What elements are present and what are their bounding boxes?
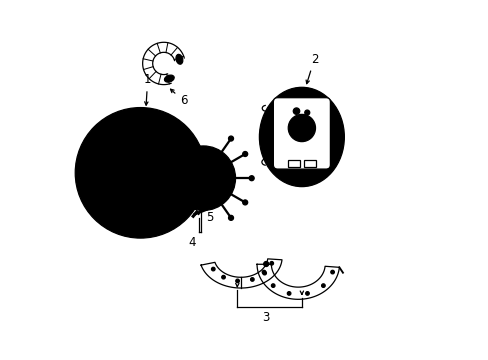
- Bar: [287, 159, 299, 167]
- Ellipse shape: [130, 161, 150, 184]
- Circle shape: [228, 215, 233, 220]
- FancyBboxPatch shape: [273, 98, 330, 169]
- Ellipse shape: [261, 89, 342, 184]
- Text: 4: 4: [188, 237, 196, 249]
- Circle shape: [86, 119, 194, 226]
- Circle shape: [271, 284, 274, 287]
- Circle shape: [242, 152, 247, 157]
- Bar: [304, 159, 315, 167]
- Circle shape: [321, 284, 325, 287]
- Circle shape: [117, 195, 122, 200]
- Circle shape: [117, 149, 163, 196]
- Circle shape: [159, 195, 163, 200]
- Circle shape: [133, 166, 147, 180]
- Text: 2: 2: [305, 53, 318, 84]
- Circle shape: [242, 200, 247, 205]
- Circle shape: [110, 154, 115, 159]
- Circle shape: [75, 108, 205, 238]
- Text: 3: 3: [262, 311, 269, 324]
- Circle shape: [305, 292, 308, 295]
- Circle shape: [235, 279, 239, 283]
- Ellipse shape: [259, 87, 344, 186]
- Ellipse shape: [164, 75, 174, 82]
- Circle shape: [249, 176, 254, 181]
- Text: 6: 6: [170, 89, 187, 107]
- Circle shape: [149, 140, 154, 145]
- Ellipse shape: [176, 54, 183, 64]
- Circle shape: [211, 267, 215, 271]
- Circle shape: [217, 192, 222, 197]
- Circle shape: [287, 292, 290, 295]
- Circle shape: [250, 278, 254, 281]
- Text: 5: 5: [205, 211, 213, 224]
- Polygon shape: [201, 259, 282, 288]
- Circle shape: [262, 270, 265, 274]
- Circle shape: [304, 110, 309, 115]
- Polygon shape: [257, 264, 339, 299]
- Ellipse shape: [127, 157, 154, 189]
- Circle shape: [184, 192, 189, 197]
- Circle shape: [269, 261, 273, 265]
- Ellipse shape: [194, 167, 212, 190]
- Circle shape: [174, 149, 232, 208]
- Circle shape: [287, 114, 315, 141]
- Text: 1: 1: [143, 73, 151, 105]
- Circle shape: [330, 270, 334, 274]
- Circle shape: [171, 146, 235, 211]
- Polygon shape: [142, 42, 184, 85]
- Circle shape: [184, 159, 189, 164]
- Circle shape: [293, 120, 310, 136]
- Circle shape: [221, 275, 225, 279]
- Circle shape: [77, 109, 203, 236]
- Circle shape: [183, 158, 223, 198]
- Circle shape: [196, 172, 209, 185]
- Ellipse shape: [190, 163, 215, 193]
- Circle shape: [263, 261, 268, 266]
- Circle shape: [263, 271, 266, 275]
- Circle shape: [80, 112, 201, 233]
- Circle shape: [217, 159, 222, 164]
- Circle shape: [293, 108, 299, 114]
- Circle shape: [228, 136, 233, 141]
